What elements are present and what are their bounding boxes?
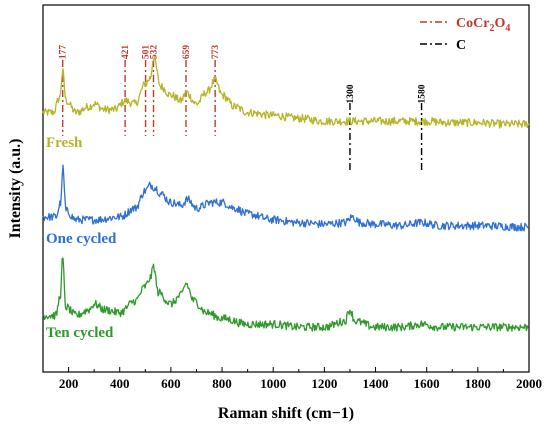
plot-border: [42, 4, 530, 373]
series-line-fresh: [42, 56, 530, 129]
legend-label: CoCr2O4: [456, 16, 510, 34]
x-axis-ticks: 200 400 600 800 1000 1200 1400 1600 1800 2000: [42, 367, 542, 391]
peak-label-532: 532: [150, 45, 160, 60]
peak-label-773: 773: [211, 45, 221, 60]
x-tick-label: 600: [161, 376, 181, 391]
plot-frame: [42, 4, 530, 373]
x-tick-label: 1800: [465, 376, 491, 391]
peak-label-501: 501: [142, 45, 152, 60]
peak-label-1300: 1300: [346, 84, 356, 103]
x-tick-label: 1600: [414, 376, 440, 391]
peak-label-659: 659: [182, 45, 192, 60]
peak-label-421: 421: [121, 45, 131, 60]
x-tick-label: 1200: [311, 376, 337, 391]
series-line-one-cycled: [42, 164, 529, 232]
x-tick-label: 200: [59, 376, 79, 391]
x-tick-label: 800: [212, 376, 232, 391]
x-tick-label: 2000: [516, 376, 542, 391]
legend-label: C: [456, 38, 466, 53]
series-line-ten-cycled: [42, 257, 530, 332]
peak-label-1580: 1580: [418, 84, 428, 103]
x-tick-label: 400: [110, 376, 130, 391]
x-tick-label: 1400: [363, 376, 389, 391]
x-tick-label: 1000: [260, 376, 286, 391]
peak-label-177: 177: [59, 45, 69, 60]
y-axis-label: Intensity (a.u.): [7, 138, 24, 238]
series-labels: Fresh One cycled Ten cycled: [46, 135, 117, 341]
x-axis-label: Raman shift (cm−1): [218, 405, 354, 422]
legend: CoCr2O4 C: [420, 16, 510, 53]
series-group: [42, 56, 530, 332]
series-label-ten-cycled: Ten cycled: [46, 325, 114, 341]
series-label-one-cycled: One cycled: [46, 231, 117, 247]
series-label-fresh: Fresh: [46, 135, 83, 151]
